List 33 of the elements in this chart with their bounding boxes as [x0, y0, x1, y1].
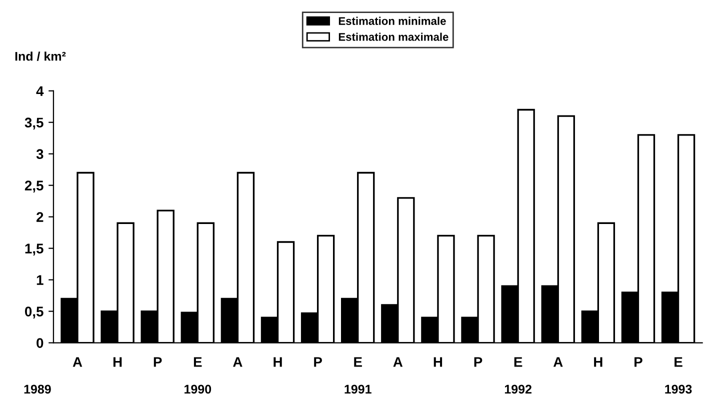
x-tick-label: H	[594, 357, 602, 367]
x-tick-label: A	[233, 357, 242, 367]
y-tick-label: 3,5	[24, 118, 44, 130]
y-tick-label: 1,5	[25, 244, 44, 256]
x-tick-label: A	[72, 357, 82, 367]
y-tick-label: 0	[36, 338, 44, 348]
text: 1991	[344, 384, 372, 394]
y-tick-label: 2	[36, 212, 44, 222]
x-tick-label: A	[393, 357, 403, 367]
x-tick-label: E	[514, 357, 522, 367]
x-tick-label: E	[194, 357, 202, 367]
legend-label: Estimation maximale	[338, 32, 448, 41]
text: 1990	[184, 384, 212, 394]
x-tick-label: P	[314, 357, 322, 367]
y-tick-label: 2,5	[24, 180, 44, 193]
x-tick-label: P	[634, 357, 642, 367]
text: 1992	[504, 384, 532, 394]
x-tick-label: E	[354, 357, 362, 367]
x-tick-label: P	[154, 357, 162, 367]
legend-label: Estimation minimale	[338, 16, 446, 25]
x-tick-label: H	[434, 357, 442, 367]
text: 1993	[665, 384, 692, 394]
y-axis-title: Ind / km²	[15, 52, 66, 61]
y-tick-label: 4	[36, 86, 44, 96]
x-tick-label: H	[113, 357, 122, 367]
x-tick-label: A	[553, 357, 563, 367]
y-tick-label: 0,5	[24, 306, 44, 318]
text: 1989	[24, 384, 51, 394]
y-tick-label: 3	[36, 149, 44, 160]
x-tick-label: E	[674, 357, 682, 367]
x-tick-label: H	[274, 357, 282, 367]
y-tick-label: 1	[36, 275, 44, 285]
x-tick-label: P	[474, 357, 482, 367]
